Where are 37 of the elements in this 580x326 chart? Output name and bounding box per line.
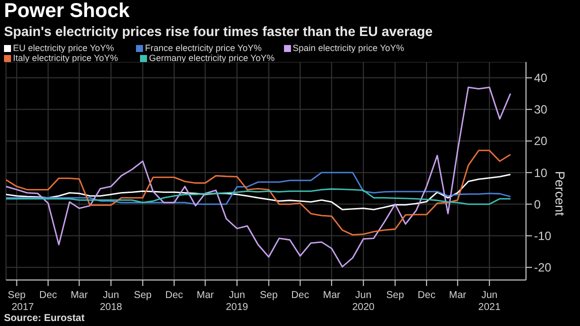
line-series: [6, 188, 512, 205]
x-tick-label: Sep: [386, 290, 404, 301]
x-tick-label: Sep: [260, 290, 278, 301]
y-tick-label: 10: [534, 166, 548, 180]
legend-label: France electricity price YoY%: [144, 43, 262, 53]
x-tick-label: Sep: [134, 290, 152, 301]
line-series: [6, 150, 512, 236]
x-tick-label: Jun 2020: [352, 290, 375, 313]
x-tick-label: Jun 2019: [226, 290, 249, 313]
x-tick-label: Mar: [196, 290, 215, 301]
source-note: Source: Eurostat: [4, 313, 85, 324]
legend-label: Spain electricity price YoY%: [292, 43, 404, 53]
legend-label: EU electricity price YoY%: [12, 43, 114, 53]
x-tick-label: Dec: [39, 290, 58, 301]
x-tick-label: Dec: [291, 290, 310, 301]
line-series: [6, 174, 512, 210]
x-tick-label: Jun 2018: [100, 290, 123, 313]
y-tick-label: 20: [534, 134, 548, 148]
y-tick-label: 40: [534, 71, 548, 86]
x-tick-label: Dec: [418, 290, 436, 301]
line-series: [6, 86, 512, 268]
x-tick-label: Jun 2021: [478, 290, 501, 313]
chart-title: Power Shock: [4, 0, 130, 23]
y-tick-label: -20: [534, 260, 552, 275]
y-tick-label: 30: [534, 102, 548, 117]
y-tick-label: 0: [534, 197, 541, 212]
legend-label: Italy electricity price YoY%: [12, 53, 118, 63]
x-tick-label: Mar: [449, 290, 467, 301]
chart-subtitle: Spain's electricity prices rise four times faster than the EU average: [4, 24, 433, 39]
x-tick-label: Mar: [70, 290, 88, 301]
y-tick-label: -10: [534, 229, 552, 244]
legend-label: Germany electricity price YoY%: [148, 53, 275, 63]
x-tick-label: Sep 2017: [8, 290, 34, 313]
x-tick-label: Dec: [165, 290, 184, 301]
line-series: [6, 172, 512, 205]
y-axis-title: Percent: [552, 171, 568, 216]
x-tick-label: Mar: [322, 290, 341, 301]
